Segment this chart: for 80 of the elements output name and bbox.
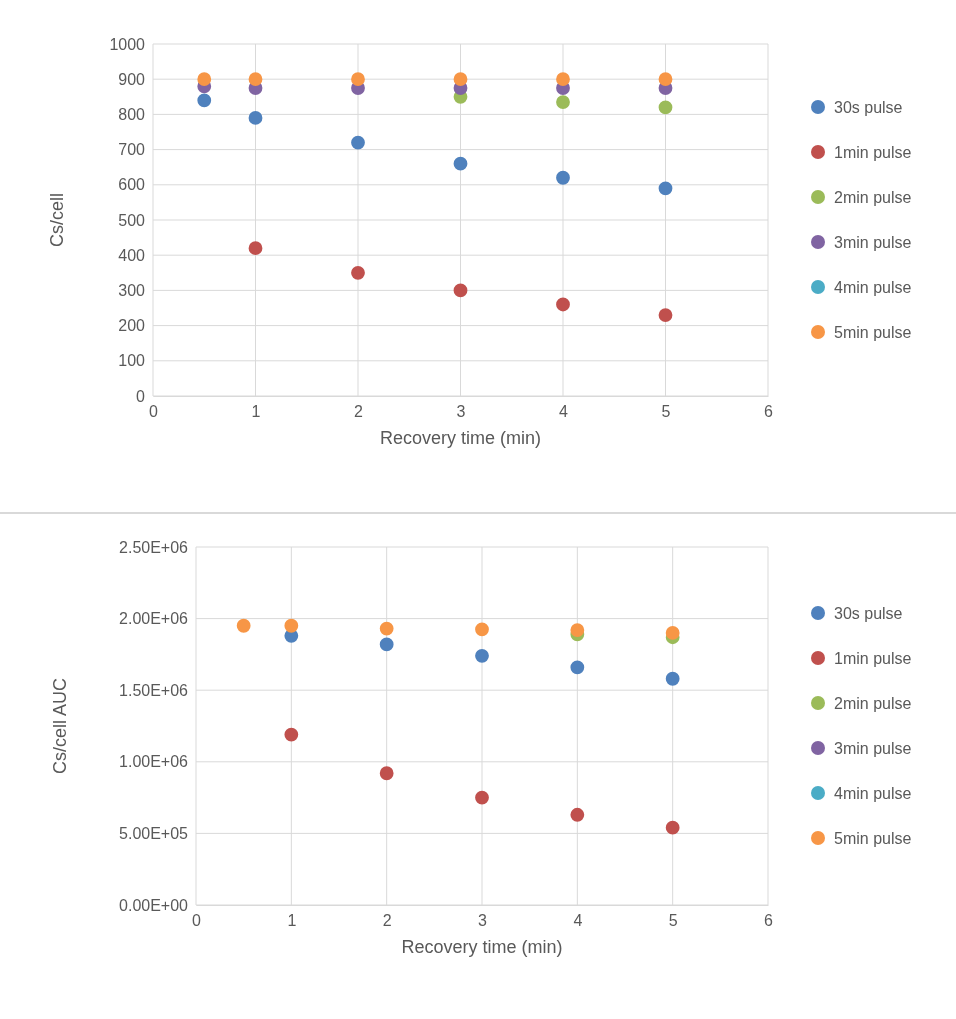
legend-label: 2min pulse [834, 189, 912, 206]
point [570, 623, 585, 637]
x-tick-label: 1 [287, 912, 297, 930]
point [248, 111, 263, 125]
point [475, 648, 489, 663]
point [556, 72, 570, 87]
y-tick-label: 300 [118, 282, 146, 300]
y-tick-label: 400 [118, 246, 146, 264]
y-tick-label: 2.00E+06 [119, 610, 189, 628]
point [351, 265, 365, 280]
legend-label: 2min pulse [834, 695, 912, 712]
y-tick-label: 5.00E+05 [119, 825, 189, 843]
point [658, 100, 673, 115]
x-axis-title: Recovery time (min) [379, 428, 542, 448]
y-tick-label: 1.50E+06 [119, 681, 189, 699]
point [570, 807, 585, 822]
point [475, 622, 489, 637]
point [351, 135, 365, 150]
y-tick-label: 800 [118, 106, 146, 124]
y-tick-label: 1.00E+06 [119, 753, 189, 771]
y-tick-label: 0 [136, 387, 146, 405]
legend-label: 1min pulse [834, 650, 912, 667]
y-tick-label: 700 [118, 141, 146, 159]
point [236, 618, 251, 633]
y-tick-label: 1000 [109, 35, 146, 53]
x-tick-label: 0 [192, 912, 202, 930]
x-tick-label: 1 [251, 403, 261, 421]
legend-label: 4min pulse [834, 785, 912, 802]
x-tick-label: 5 [668, 912, 678, 930]
x-tick-label: 4 [573, 912, 583, 930]
y-tick-label: 600 [118, 176, 146, 194]
y-tick-label: 200 [118, 317, 146, 335]
legend-label: 30s pulse [834, 99, 903, 116]
x-axis-title: Recovery time (min) [401, 937, 563, 957]
point [379, 766, 394, 781]
legend-label: 4min pulse [834, 279, 912, 296]
y-axis-title: Cs/cell AUC [50, 677, 70, 775]
legend-label: 1min pulse [834, 144, 912, 161]
x-tick-label: 6 [764, 403, 774, 421]
y-axis-title: Cs/cell [47, 192, 67, 248]
x-tick-label: 2 [382, 912, 392, 930]
point [453, 283, 468, 298]
point [665, 820, 680, 835]
y-tick-label: 500 [118, 211, 146, 229]
legend-label: 5min pulse [834, 830, 912, 847]
point [379, 637, 394, 652]
y-tick-label: 2.50E+06 [119, 538, 189, 556]
point [248, 72, 263, 87]
point [351, 72, 365, 87]
point [556, 95, 570, 109]
legend-label: 3min pulse [834, 234, 912, 251]
point [197, 93, 212, 108]
x-tick-label: 3 [478, 912, 488, 930]
point [248, 241, 263, 256]
x-tick-label: 3 [456, 403, 466, 421]
point [658, 72, 673, 87]
y-tick-label: 100 [118, 352, 146, 370]
x-tick-label: 4 [559, 403, 569, 421]
point [475, 790, 489, 805]
point [379, 621, 394, 636]
point [197, 72, 212, 87]
y-tick-label: 0.00E+00 [119, 896, 189, 914]
legend-label: 5min pulse [834, 324, 912, 341]
point [556, 170, 570, 185]
point [556, 297, 570, 312]
x-tick-label: 6 [764, 912, 774, 930]
point [665, 626, 680, 640]
point [665, 671, 680, 686]
x-tick-label: 2 [354, 403, 364, 421]
x-tick-label: 5 [661, 403, 671, 421]
legend-label: 3min pulse [834, 740, 912, 757]
point [658, 308, 673, 322]
legend-label: 30s pulse [834, 605, 903, 622]
point [453, 156, 468, 171]
point [570, 660, 585, 675]
y-tick-label: 900 [118, 70, 146, 88]
point [284, 727, 299, 742]
point [284, 618, 299, 633]
point [658, 181, 673, 196]
point [453, 72, 468, 87]
